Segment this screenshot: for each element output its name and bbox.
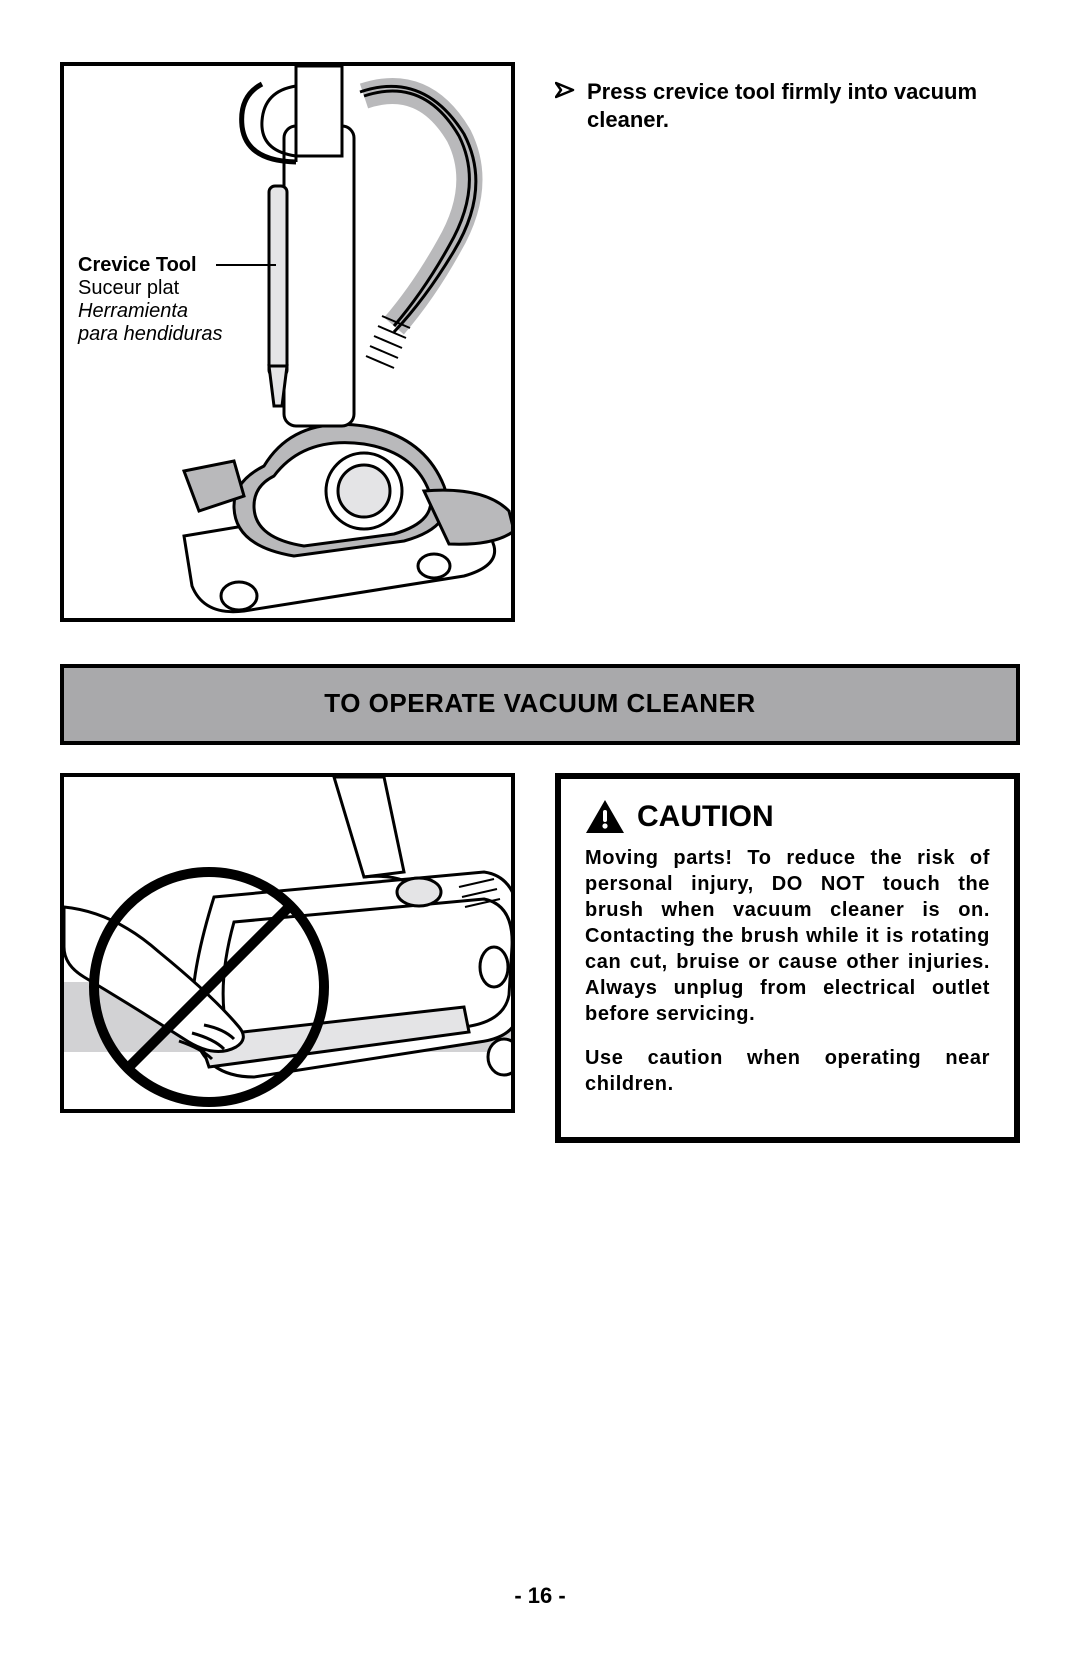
caution-body: Moving parts! To reduce the risk of pers…	[585, 845, 990, 1097]
section-title-bar: TO OPERATE VACUUM CLEANER	[60, 664, 1020, 745]
warning-triangle-icon	[585, 799, 625, 835]
caution-title: CAUTION	[637, 800, 774, 834]
crevice-tool-label: Crevice Tool Suceur plat Herramienta par…	[78, 254, 223, 346]
figure-do-not-touch-brush	[60, 773, 515, 1113]
label-leader-line	[216, 264, 276, 266]
label-en: Crevice Tool	[78, 254, 223, 277]
caution-p1: Moving parts! To reduce the risk of pers…	[585, 845, 990, 1027]
label-es-2: para hendiduras	[78, 323, 223, 346]
bullet-arrow-icon	[555, 80, 577, 100]
section-title: TO OPERATE VACUUM CLEANER	[64, 668, 1016, 741]
vacuum-illustration-2	[64, 777, 515, 1113]
figure-crevice-tool: Crevice Tool Suceur plat Herramienta par…	[60, 62, 515, 622]
instruction-text: Press crevice tool firmly into vacuum cl…	[587, 78, 1020, 622]
caution-heading: CAUTION	[585, 799, 990, 835]
instruction-line: Press crevice tool firmly into vacuum cl…	[555, 62, 1020, 622]
caution-p2: Use caution when operating near children…	[585, 1045, 990, 1097]
page-number: - 16 -	[0, 1583, 1080, 1609]
caution-box: CAUTION Moving parts! To reduce the risk…	[555, 773, 1020, 1143]
label-es-1: Herramienta	[78, 300, 223, 323]
label-fr: Suceur plat	[78, 277, 223, 300]
